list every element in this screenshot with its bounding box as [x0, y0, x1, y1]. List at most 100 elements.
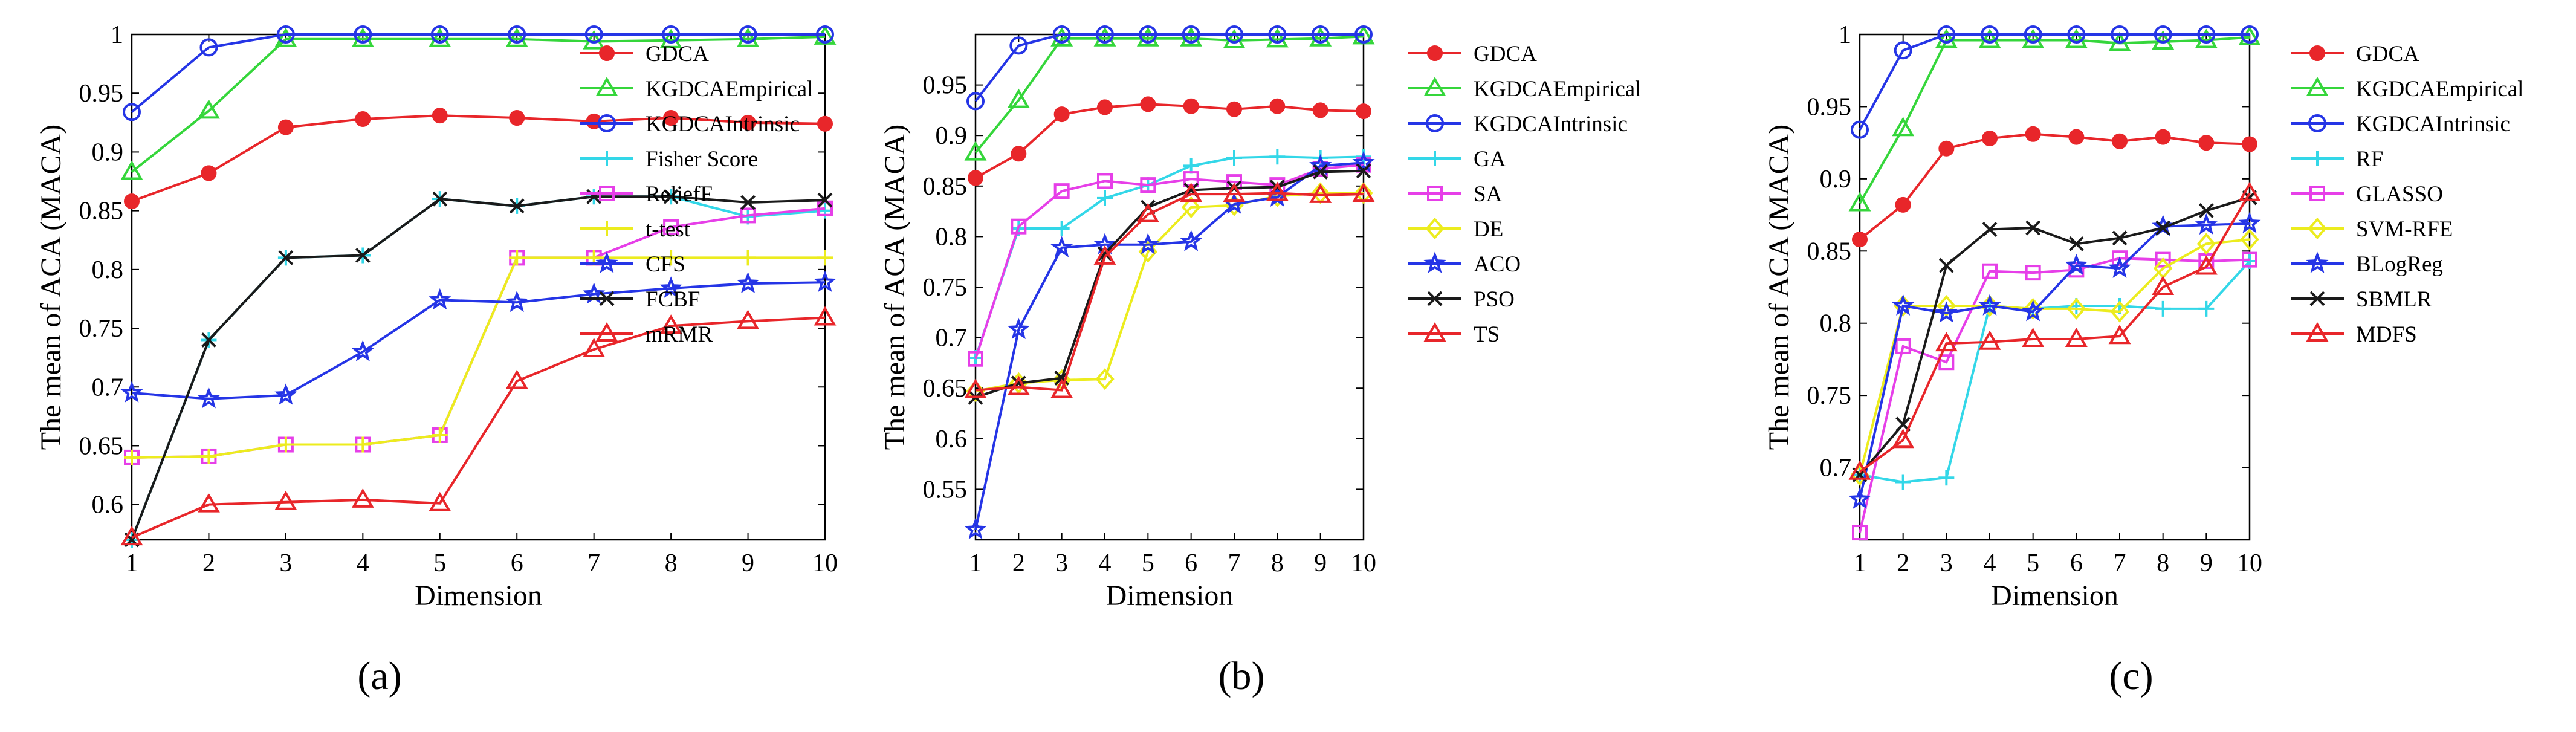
panel-c-legend-entry-gdca: GDCA	[2291, 42, 2419, 66]
panel-c-series-sbmlr	[1852, 190, 2257, 482]
panel-b-line-kgdcaempirical	[974, 35, 1364, 154]
panel-b-point-kgdcaempirical	[1007, 88, 1030, 108]
panel-b-point-sa	[1312, 161, 1328, 177]
panel-b-point-aco	[1180, 230, 1203, 251]
panel-b-legend-entry-kgdcaempirical: KGDCAEmpirical	[1408, 76, 1641, 102]
panel-c-point-mdfs	[2022, 327, 2045, 347]
panel-c-legend-label: GLASSO	[2356, 182, 2443, 207]
panel-a-x-tick-label: 2	[202, 549, 215, 577]
panel-c-legend-label: KGDCAEmpirical	[2356, 77, 2523, 102]
panel-a-y-tick-label: 0.8	[92, 256, 124, 284]
panel-b-point-gdca	[1312, 102, 1328, 118]
panel-c-x-tick-label: 2	[1897, 549, 1909, 577]
panel-a-point-gdca	[663, 110, 679, 126]
panel-a-point-t-test	[201, 448, 217, 464]
panel-b-y-tick-label: 0.95	[923, 72, 968, 100]
panel-b: 1 2 3 4 5 6 7 8 9 10 0.55 0.6 0.65 0.7 0.75 0.8 0.85 0.9 0…	[879, 25, 1641, 612]
panel-b-point-sa	[968, 351, 983, 367]
panel-c-point-gdca	[2025, 126, 2041, 142]
panel-c-legend-entry-rf: RF	[2291, 147, 2383, 172]
panel-c-legend-marker-mdfs	[2306, 322, 2329, 342]
panel-c-x-tick-label: 6	[2070, 549, 2083, 577]
panel-a-point-kgdcaempirical	[429, 27, 451, 47]
panel-a-y-tick-label: 0.85	[79, 198, 124, 225]
panel-b-point-kgdcaempirical	[1050, 27, 1073, 47]
panel-a-point-cfs	[736, 271, 760, 293]
panel-c-x-tick-label: 3	[1940, 549, 1953, 577]
panel-c-line-kgdcaempirical	[1859, 36, 2250, 204]
panel-b-point-aco	[1136, 233, 1159, 254]
panel-b-point-de	[1095, 368, 1115, 390]
panel-b-y-tick-label: 0.8	[936, 223, 968, 251]
panel-a-legend-marker-fisher-score	[599, 151, 615, 166]
panel-b-line-pso	[975, 169, 1364, 399]
panel-c-point-kgdcaempirical	[2065, 28, 2088, 48]
panel-c-legend-entry-blogreg: BLogReg	[2291, 251, 2443, 277]
panel-a-legend-label: GDCA	[646, 42, 709, 66]
panel-c-point-mdfs	[2195, 255, 2218, 275]
panel-a-legend-entry-cfs: CFS	[580, 251, 685, 277]
panel-c-point-gdca	[1938, 140, 1955, 157]
panel-b-x-tick-label: 1	[969, 549, 982, 577]
panel-c-legend-entry-kgdcaempirical: KGDCAEmpirical	[2291, 76, 2523, 102]
panel-a-point-fcbf	[817, 192, 833, 208]
panel-b-series-de	[966, 182, 1373, 403]
panel-c-point-blogreg	[1978, 294, 2001, 316]
panel-c-point-kgdcaempirical	[1978, 28, 2001, 48]
panel-b-point-ga	[1226, 149, 1242, 166]
panel-c-point-mdfs	[1935, 332, 1958, 352]
panel-a-line-t-test	[131, 256, 825, 459]
panel-a-legend-label: CFS	[646, 252, 685, 277]
panel-a-x-tick-label: 9	[742, 549, 754, 577]
panel-a-point-kgdcaintrinsic	[123, 103, 141, 121]
panel-b-point-ts	[1266, 181, 1289, 201]
panel-b-x-tick-label: 9	[1314, 549, 1327, 577]
panel-c-point-mdfs	[2238, 181, 2261, 201]
panel-b-x-tick-label: 3	[1055, 549, 1068, 577]
panel-a-legend-entry-t-test: t-test	[580, 217, 691, 242]
panel-a-point-cfs	[274, 383, 297, 405]
panel-b-point-gdca	[1183, 98, 1199, 114]
panel-b-x-tick-label: 6	[1185, 549, 1197, 577]
panel-c-point-svm-rfe	[2196, 233, 2216, 255]
panel-a-point-mrmr	[429, 491, 451, 511]
panel-a-point-t-test	[817, 250, 833, 266]
panel-c-line-svm-rfe	[1859, 238, 2250, 476]
panel-b-legend-entry-de: DE	[1408, 217, 1503, 242]
panel-c-point-kgdcaintrinsic	[2241, 25, 2259, 44]
panel-a-point-cfs	[197, 387, 221, 409]
panel-c-point-glasso	[1938, 354, 1955, 371]
panel-a-line-cfs	[131, 281, 826, 400]
panel-c-y-tick-label: 0.85	[1807, 238, 1852, 265]
panel-c-point-glasso	[2155, 251, 2171, 268]
panel-c-x-tick-label: 5	[2027, 549, 2039, 577]
panel-c-series-gdca	[1852, 126, 2257, 248]
panel-b-point-ts	[1007, 375, 1030, 395]
panel-b-point-sa	[1011, 218, 1027, 235]
panel-a-x-tick-label: 4	[357, 549, 369, 577]
panel-c-point-kgdcaempirical	[2022, 28, 2045, 48]
panel-a-legend-marker-cfs	[595, 251, 618, 273]
panel-b-y-axis-label: The mean of ACA (MACA)	[879, 125, 911, 450]
panel-b-point-aco	[1050, 236, 1073, 257]
panel-b-point-sa	[1140, 177, 1156, 193]
panel-a-point-kgdcaintrinsic	[816, 25, 834, 44]
panel-b-x-tick-label: 8	[1271, 549, 1284, 577]
panel-c-y-tick-label: 0.75	[1807, 382, 1852, 410]
panel-c-point-kgdcaintrinsic	[2111, 25, 2129, 44]
panel-c-point-mdfs	[2152, 275, 2175, 295]
panel-b-line-aco	[974, 161, 1364, 530]
panel-c-point-kgdcaintrinsic	[2154, 25, 2172, 44]
panel-a-caption-label: (a)	[357, 654, 401, 698]
panel-c-legend: GDCA KGDCAEmpirical KGDCAIntrinsic RF GLASSO…	[2291, 42, 2523, 347]
panel-b-legend-entry-aco: ACO	[1408, 251, 1521, 277]
panel-b-point-kgdcaintrinsic	[1268, 25, 1287, 44]
panel-a-legend-marker-kgdcaempirical	[595, 76, 618, 96]
panel-a-point-mrmr	[120, 526, 143, 546]
panel-c-legend-label: SBMLR	[2356, 287, 2432, 312]
panel-a-y-tick-label: 0.6	[92, 491, 124, 519]
panel-a-point-mrmr	[351, 488, 374, 508]
panel-b-legend-entry-ga: GA	[1408, 147, 1506, 172]
panel-a-series-relieff	[124, 200, 833, 465]
panel-c-point-kgdcaintrinsic	[1981, 25, 1999, 44]
